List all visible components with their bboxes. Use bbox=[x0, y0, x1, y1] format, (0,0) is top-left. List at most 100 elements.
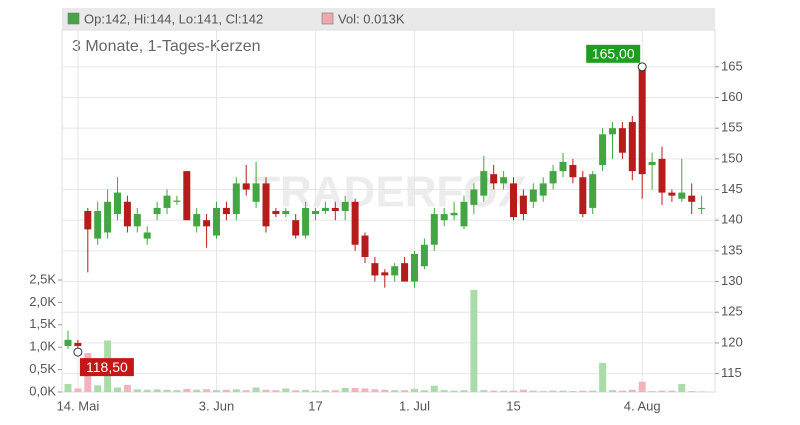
candle-body bbox=[589, 174, 597, 208]
volume-bar bbox=[371, 389, 379, 392]
candle-body bbox=[153, 207, 161, 215]
candle-body bbox=[232, 183, 240, 215]
y2-tick-label: 2,0K bbox=[29, 294, 56, 309]
volume-bar bbox=[401, 390, 409, 392]
volume-bar bbox=[420, 390, 428, 392]
x-tick-label: 4. Aug bbox=[624, 398, 661, 413]
volume-bar bbox=[688, 391, 696, 392]
volume-bar bbox=[470, 289, 478, 392]
candle-body bbox=[470, 189, 478, 205]
legend-bar bbox=[62, 8, 715, 30]
candle-body bbox=[331, 207, 339, 211]
volume-bar bbox=[609, 390, 616, 392]
volume-bar bbox=[450, 390, 458, 392]
annotation-marker bbox=[73, 347, 83, 357]
y-tick-label: 135 bbox=[721, 242, 743, 257]
volume-bar bbox=[500, 390, 508, 392]
volume-bar bbox=[490, 390, 498, 392]
volume-bar bbox=[252, 387, 260, 392]
volume-bar bbox=[440, 390, 448, 392]
volume-bar bbox=[74, 388, 82, 392]
volume-bar bbox=[351, 387, 359, 392]
candle-body bbox=[203, 220, 211, 227]
y2-tick-label: 1,0K bbox=[29, 339, 56, 354]
x-tick-label: 17 bbox=[308, 398, 322, 413]
volume-bar bbox=[510, 390, 517, 392]
y-tick-label: 115 bbox=[721, 365, 742, 380]
candle-body bbox=[609, 128, 616, 135]
candle-body bbox=[519, 195, 527, 215]
candle-body bbox=[430, 214, 438, 245]
volume-bar bbox=[658, 390, 666, 392]
volume-bar bbox=[262, 389, 270, 392]
candle-body bbox=[628, 122, 636, 172]
legend-swatch bbox=[67, 12, 80, 25]
volume-bar bbox=[312, 390, 319, 392]
candle-body bbox=[480, 171, 488, 196]
annotation-marker bbox=[637, 62, 647, 72]
volume-bar bbox=[480, 390, 488, 392]
volume-bar bbox=[302, 389, 310, 392]
x-tick-label: 3. Jun bbox=[199, 398, 234, 413]
candle-body bbox=[104, 201, 112, 233]
y-tick-label: 165 bbox=[721, 58, 743, 73]
volume-bar bbox=[203, 389, 211, 392]
volume-bar bbox=[361, 388, 369, 392]
volume-bar bbox=[321, 390, 329, 392]
candle-body bbox=[391, 266, 399, 276]
candle-body bbox=[698, 207, 706, 209]
y-tick-label: 125 bbox=[721, 304, 743, 319]
candle-body bbox=[252, 183, 260, 202]
volume-bar bbox=[341, 387, 349, 392]
volume-bar bbox=[668, 390, 676, 392]
candle-body bbox=[133, 214, 141, 227]
volume-bar bbox=[143, 389, 151, 392]
candle-body bbox=[500, 177, 508, 184]
y-tick-label: 130 bbox=[721, 273, 743, 288]
volume-bar bbox=[569, 391, 577, 392]
legend-label: Vol: 0.013K bbox=[338, 11, 405, 26]
volume-bar bbox=[698, 391, 706, 392]
volume-bar bbox=[678, 383, 686, 392]
candle-body bbox=[361, 235, 369, 258]
candle-body bbox=[579, 177, 587, 215]
candle-body bbox=[262, 183, 270, 227]
y2-tick-label: 1,5K bbox=[29, 316, 56, 331]
y-tick-label: 145 bbox=[721, 181, 743, 196]
volume-bar bbox=[163, 389, 171, 392]
candle-body bbox=[222, 207, 230, 215]
volume-bar bbox=[628, 389, 636, 392]
candle-body bbox=[292, 220, 300, 236]
candle-body bbox=[401, 263, 409, 282]
volume-bar bbox=[282, 388, 290, 392]
candle-body bbox=[351, 201, 359, 245]
annotation-box bbox=[586, 44, 641, 63]
candle-body bbox=[94, 211, 102, 239]
y-tick-label: 155 bbox=[721, 120, 743, 135]
legend-swatch bbox=[321, 12, 334, 25]
y2-tick-label: 0,5K bbox=[29, 361, 56, 376]
candle-body bbox=[173, 200, 181, 202]
volume-bar bbox=[430, 385, 438, 392]
volume-bar bbox=[381, 389, 389, 392]
candle-body bbox=[341, 201, 349, 211]
candle-body bbox=[321, 207, 329, 211]
legend-label: Op:142, Hi:144, Lo:141, Cl:142 bbox=[84, 11, 263, 26]
candle-body bbox=[658, 158, 666, 193]
subtitle: 3 Monate, 1-Tages-Kerzen bbox=[72, 38, 261, 55]
candle-body bbox=[539, 183, 547, 196]
candle-body bbox=[668, 192, 676, 196]
candle-body bbox=[420, 244, 428, 267]
annotation-label: 165,00 bbox=[592, 46, 635, 62]
candle-body bbox=[213, 207, 220, 236]
volume-bar bbox=[539, 391, 547, 392]
volume-bar bbox=[64, 383, 72, 392]
candle-body bbox=[84, 211, 92, 230]
candle-body bbox=[381, 272, 389, 276]
y2-tick-label: 2,5K bbox=[29, 271, 56, 286]
candle-body bbox=[450, 212, 458, 216]
plot-frame bbox=[61, 29, 716, 393]
volume-bar bbox=[123, 384, 131, 392]
candle-body bbox=[411, 253, 418, 282]
x-tick-label: 14. Mai bbox=[57, 398, 100, 413]
